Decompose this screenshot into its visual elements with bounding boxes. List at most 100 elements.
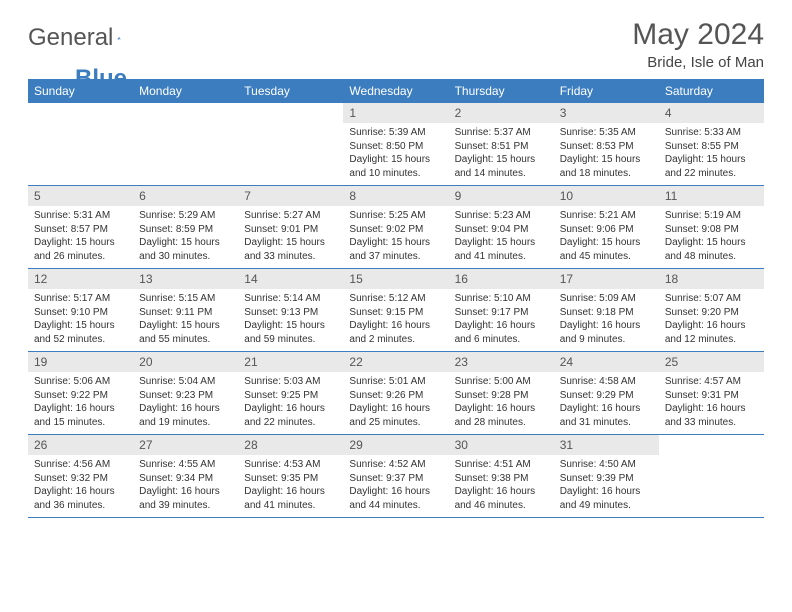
daylight-label: Daylight: 15 hours: [349, 153, 442, 167]
calendar-day-cell: 17Sunrise: 5:09 AMSunset: 9:18 PMDayligh…: [554, 269, 659, 352]
sunrise-label: Sunrise: 5:23 AM: [455, 209, 548, 223]
sunrise-label: Sunrise: 5:01 AM: [349, 375, 442, 389]
daylight-label: Daylight: 16 hours: [349, 402, 442, 416]
day-number: 22: [343, 352, 448, 372]
day-details: Sunrise: 5:00 AMSunset: 9:28 PMDaylight:…: [449, 372, 554, 433]
daylight-label: and 14 minutes.: [455, 167, 548, 181]
location-label: Bride, Isle of Man: [632, 54, 764, 71]
sunset-label: Sunset: 9:10 PM: [34, 306, 127, 320]
sunrise-label: Sunrise: 5:21 AM: [560, 209, 653, 223]
day-details: Sunrise: 4:55 AMSunset: 9:34 PMDaylight:…: [133, 455, 238, 516]
calendar-body: 1Sunrise: 5:39 AMSunset: 8:50 PMDaylight…: [28, 103, 764, 518]
daylight-label: Daylight: 16 hours: [665, 319, 758, 333]
daylight-label: Daylight: 15 hours: [34, 319, 127, 333]
sunset-label: Sunset: 9:11 PM: [139, 306, 232, 320]
calendar-day-cell: 8Sunrise: 5:25 AMSunset: 9:02 PMDaylight…: [343, 186, 448, 269]
daylight-label: and 44 minutes.: [349, 499, 442, 513]
sunrise-label: Sunrise: 5:27 AM: [244, 209, 337, 223]
sunrise-label: Sunrise: 5:15 AM: [139, 292, 232, 306]
day-number: 23: [449, 352, 554, 372]
daylight-label: Daylight: 15 hours: [34, 236, 127, 250]
daylight-label: Daylight: 15 hours: [560, 236, 653, 250]
calendar-day-cell: 22Sunrise: 5:01 AMSunset: 9:26 PMDayligh…: [343, 352, 448, 435]
daylight-label: Daylight: 16 hours: [455, 402, 548, 416]
day-details: Sunrise: 5:37 AMSunset: 8:51 PMDaylight:…: [449, 123, 554, 184]
daylight-label: and 25 minutes.: [349, 416, 442, 430]
day-number: 4: [659, 103, 764, 123]
calendar-day-cell: [28, 103, 133, 186]
sunrise-label: Sunrise: 4:53 AM: [244, 458, 337, 472]
sunset-label: Sunset: 9:02 PM: [349, 223, 442, 237]
sunrise-label: Sunrise: 5:17 AM: [34, 292, 127, 306]
sunset-label: Sunset: 9:06 PM: [560, 223, 653, 237]
daylight-label: and 15 minutes.: [34, 416, 127, 430]
daylight-label: and 28 minutes.: [455, 416, 548, 430]
day-number: 29: [343, 435, 448, 455]
brand-logo: General: [28, 24, 143, 52]
calendar-day-cell: 4Sunrise: 5:33 AMSunset: 8:55 PMDaylight…: [659, 103, 764, 186]
sunrise-label: Sunrise: 5:33 AM: [665, 126, 758, 140]
day-details: Sunrise: 5:09 AMSunset: 9:18 PMDaylight:…: [554, 289, 659, 350]
sunset-label: Sunset: 8:51 PM: [455, 140, 548, 154]
daylight-label: Daylight: 15 hours: [139, 236, 232, 250]
daylight-label: and 33 minutes.: [665, 416, 758, 430]
sunset-label: Sunset: 9:18 PM: [560, 306, 653, 320]
day-details: Sunrise: 4:56 AMSunset: 9:32 PMDaylight:…: [28, 455, 133, 516]
calendar-day-cell: 3Sunrise: 5:35 AMSunset: 8:53 PMDaylight…: [554, 103, 659, 186]
sunset-label: Sunset: 8:53 PM: [560, 140, 653, 154]
calendar-day-cell: 16Sunrise: 5:10 AMSunset: 9:17 PMDayligh…: [449, 269, 554, 352]
daylight-label: and 39 minutes.: [139, 499, 232, 513]
day-details: Sunrise: 4:53 AMSunset: 9:35 PMDaylight:…: [238, 455, 343, 516]
daylight-label: and 46 minutes.: [455, 499, 548, 513]
calendar-day-cell: 28Sunrise: 4:53 AMSunset: 9:35 PMDayligh…: [238, 435, 343, 518]
daylight-label: and 22 minutes.: [665, 167, 758, 181]
day-details: Sunrise: 5:14 AMSunset: 9:13 PMDaylight:…: [238, 289, 343, 350]
day-details: Sunrise: 5:07 AMSunset: 9:20 PMDaylight:…: [659, 289, 764, 350]
calendar-day-cell: 31Sunrise: 4:50 AMSunset: 9:39 PMDayligh…: [554, 435, 659, 518]
weekday-header: Tuesday: [238, 79, 343, 103]
calendar-day-cell: 20Sunrise: 5:04 AMSunset: 9:23 PMDayligh…: [133, 352, 238, 435]
sunset-label: Sunset: 9:17 PM: [455, 306, 548, 320]
daylight-label: and 52 minutes.: [34, 333, 127, 347]
sunrise-label: Sunrise: 5:25 AM: [349, 209, 442, 223]
day-details: Sunrise: 5:04 AMSunset: 9:23 PMDaylight:…: [133, 372, 238, 433]
day-details: Sunrise: 5:27 AMSunset: 9:01 PMDaylight:…: [238, 206, 343, 267]
day-details: Sunrise: 5:17 AMSunset: 9:10 PMDaylight:…: [28, 289, 133, 350]
daylight-label: Daylight: 16 hours: [560, 485, 653, 499]
daylight-label: Daylight: 16 hours: [139, 485, 232, 499]
daylight-label: and 49 minutes.: [560, 499, 653, 513]
day-details: Sunrise: 5:15 AMSunset: 9:11 PMDaylight:…: [133, 289, 238, 350]
calendar-day-cell: [659, 435, 764, 518]
sunrise-label: Sunrise: 5:09 AM: [560, 292, 653, 306]
calendar-day-cell: 21Sunrise: 5:03 AMSunset: 9:25 PMDayligh…: [238, 352, 343, 435]
day-number: 14: [238, 269, 343, 289]
daylight-label: and 2 minutes.: [349, 333, 442, 347]
daylight-label: and 33 minutes.: [244, 250, 337, 264]
calendar-day-cell: 14Sunrise: 5:14 AMSunset: 9:13 PMDayligh…: [238, 269, 343, 352]
day-details: Sunrise: 5:12 AMSunset: 9:15 PMDaylight:…: [343, 289, 448, 350]
day-details: Sunrise: 4:57 AMSunset: 9:31 PMDaylight:…: [659, 372, 764, 433]
day-number: 15: [343, 269, 448, 289]
calendar-day-cell: 30Sunrise: 4:51 AMSunset: 9:38 PMDayligh…: [449, 435, 554, 518]
sunrise-label: Sunrise: 5:31 AM: [34, 209, 127, 223]
daylight-label: Daylight: 16 hours: [349, 485, 442, 499]
sunrise-label: Sunrise: 5:35 AM: [560, 126, 653, 140]
sunrise-label: Sunrise: 4:58 AM: [560, 375, 653, 389]
calendar-week-row: 12Sunrise: 5:17 AMSunset: 9:10 PMDayligh…: [28, 269, 764, 352]
daylight-label: Daylight: 16 hours: [665, 402, 758, 416]
calendar-day-cell: 6Sunrise: 5:29 AMSunset: 8:59 PMDaylight…: [133, 186, 238, 269]
sunset-label: Sunset: 8:55 PM: [665, 140, 758, 154]
daylight-label: and 30 minutes.: [139, 250, 232, 264]
sunrise-label: Sunrise: 5:07 AM: [665, 292, 758, 306]
calendar-day-cell: 10Sunrise: 5:21 AMSunset: 9:06 PMDayligh…: [554, 186, 659, 269]
day-details: Sunrise: 4:50 AMSunset: 9:39 PMDaylight:…: [554, 455, 659, 516]
title-block: May 2024 Bride, Isle of Man: [632, 18, 764, 71]
day-number: 24: [554, 352, 659, 372]
calendar-day-cell: [238, 103, 343, 186]
day-details: Sunrise: 5:21 AMSunset: 9:06 PMDaylight:…: [554, 206, 659, 267]
sunset-label: Sunset: 9:28 PM: [455, 389, 548, 403]
day-number: 27: [133, 435, 238, 455]
sunrise-label: Sunrise: 4:51 AM: [455, 458, 548, 472]
day-number: 9: [449, 186, 554, 206]
daylight-label: Daylight: 15 hours: [139, 319, 232, 333]
